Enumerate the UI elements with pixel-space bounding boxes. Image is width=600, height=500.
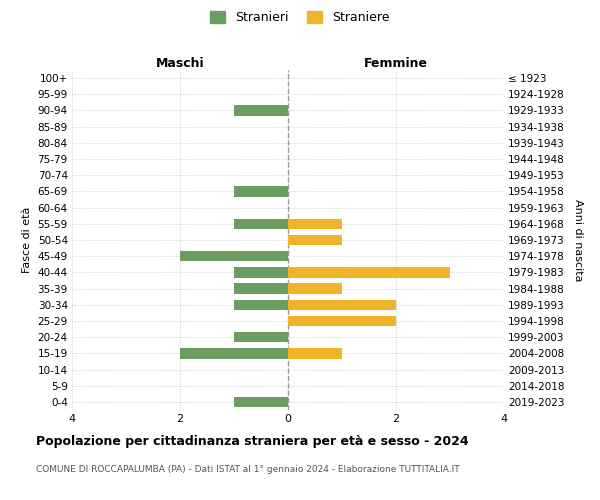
Bar [234,284,288,294]
Bar [234,267,288,278]
Text: COMUNE DI ROCCAPALUMBA (PA) - Dati ISTAT al 1° gennaio 2024 - Elaborazione TUTTI: COMUNE DI ROCCAPALUMBA (PA) - Dati ISTAT… [36,465,460,474]
Text: Popolazione per cittadinanza straniera per età e sesso - 2024: Popolazione per cittadinanza straniera p… [36,435,469,448]
Bar [180,251,288,262]
Y-axis label: Anni di nascita: Anni di nascita [573,198,583,281]
Bar [288,300,396,310]
Bar [234,218,288,229]
Bar [234,105,288,116]
Text: Maschi: Maschi [155,57,205,70]
Bar [288,234,342,246]
Y-axis label: Fasce di età: Fasce di età [22,207,32,273]
Bar [288,316,396,326]
Bar [288,218,342,229]
Bar [288,348,342,358]
Bar [234,332,288,342]
Bar [288,284,342,294]
Bar [288,267,450,278]
Bar [234,300,288,310]
Bar [234,396,288,407]
Bar [180,348,288,358]
Bar [234,186,288,196]
Text: Femmine: Femmine [364,57,428,70]
Legend: Stranieri, Straniere: Stranieri, Straniere [205,6,395,29]
